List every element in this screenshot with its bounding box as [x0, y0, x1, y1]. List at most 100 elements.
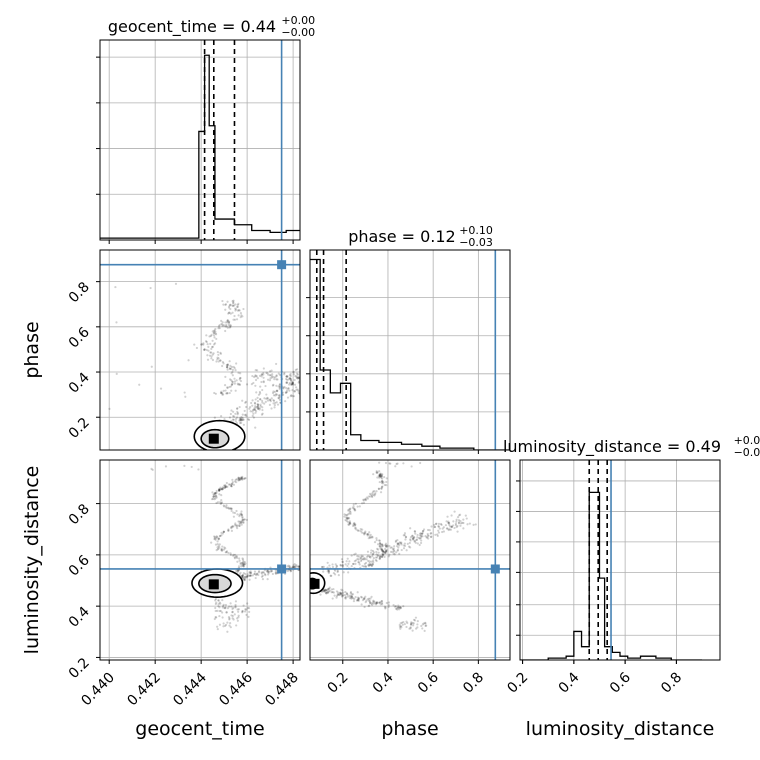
scatter-point: [442, 526, 445, 529]
scatter-point: [260, 380, 263, 384]
scatter-point: [255, 375, 258, 378]
scatter-point: [354, 526, 357, 529]
scatter-point: [364, 530, 367, 533]
x-tick-label: 0.440: [78, 670, 118, 710]
scatter-point: [397, 606, 400, 609]
scatter-point: [364, 565, 368, 568]
scatter-point: [222, 530, 226, 533]
scatter-point: [215, 489, 218, 493]
scatter-point: [332, 591, 335, 594]
scatter-point: [405, 625, 408, 629]
scatter-point: [348, 597, 352, 600]
scatter-point: [407, 545, 411, 548]
scatter-point: [362, 598, 366, 601]
scatter-point: [210, 351, 213, 354]
scatter-point: [368, 562, 371, 565]
scatter-point: [212, 343, 216, 346]
scatter-point: [371, 492, 374, 495]
scatter-point: [247, 418, 251, 421]
scatter-point: [375, 471, 378, 474]
scatter-point: [183, 464, 186, 467]
scatter-point: [363, 605, 366, 609]
scatter-point: [354, 523, 357, 526]
scatter-point: [260, 399, 264, 402]
scatter-point: [352, 505, 355, 508]
scatter-point: [238, 378, 241, 381]
scatter-point: [450, 525, 453, 528]
scatter-point: [379, 473, 382, 476]
scatter-point: [422, 530, 425, 533]
scatter-point: [279, 401, 282, 404]
y-tick-label: 0.6: [66, 552, 93, 579]
scatter-point: [344, 590, 347, 594]
scatter-point: [149, 286, 152, 290]
scatter-point: [363, 597, 366, 600]
scatter-point: [213, 391, 216, 395]
scatter-point: [215, 548, 218, 552]
scatter-point: [232, 299, 235, 302]
scatter-point: [374, 556, 378, 559]
scatter-point: [395, 551, 398, 554]
scatter-point: [241, 576, 244, 579]
scatter-point: [236, 527, 239, 530]
scatter-point: [446, 527, 449, 530]
scatter-point: [231, 382, 234, 385]
scatter-point: [383, 555, 386, 558]
scatter-point: [399, 606, 402, 609]
scatter-point: [351, 596, 354, 599]
hist-content: [310, 250, 510, 450]
scatter-point: [211, 339, 214, 342]
scatter-point: [320, 565, 324, 569]
scatter-point: [210, 541, 213, 544]
scatter-point: [210, 333, 213, 336]
scatter-point: [293, 378, 296, 382]
scatter-point: [272, 394, 276, 397]
scatter-point: [447, 521, 451, 524]
scatter-point: [236, 571, 239, 574]
scatter-point: [297, 376, 300, 379]
scatter-point: [353, 559, 356, 563]
scatter-point: [241, 558, 245, 561]
scatter-point: [378, 557, 381, 560]
scatter-point: [380, 475, 383, 478]
scatter-point: [252, 416, 256, 419]
scatter-point: [391, 550, 394, 554]
scatter-point: [244, 476, 247, 480]
scatter-point: [221, 488, 224, 491]
scatter-point: [296, 388, 299, 391]
scatter-point: [217, 353, 220, 356]
scatter-point: [363, 558, 367, 561]
scatter-point: [437, 529, 440, 532]
scatter-point: [354, 552, 357, 555]
scatter-point: [373, 494, 376, 497]
scatter-point: [238, 573, 241, 576]
scatter-point: [341, 563, 344, 567]
scatter-point: [255, 572, 259, 576]
scatter-point: [261, 406, 264, 409]
scatter-point: [214, 538, 217, 541]
scatter-point: [212, 497, 215, 500]
scatter-point: [411, 534, 414, 538]
scatter-point: [286, 378, 289, 382]
scatter-point: [291, 566, 294, 569]
scatter-point: [288, 389, 291, 392]
scatter-point: [319, 593, 322, 596]
scatter-point: [237, 314, 240, 317]
scatter-point: [381, 480, 384, 483]
scatter-point: [219, 602, 222, 605]
scatter-point: [400, 543, 403, 546]
scatter-point: [242, 561, 245, 564]
scatter-point: [223, 606, 226, 610]
scatter-point: [255, 391, 258, 394]
scatter-point: [372, 561, 375, 564]
scatter-point: [386, 544, 389, 547]
scatter-point: [233, 314, 236, 318]
scatter-point: [289, 570, 292, 573]
scatter-point: [224, 321, 227, 324]
scatter-point: [256, 405, 259, 409]
scatter-point: [325, 592, 328, 595]
scatter-point: [268, 370, 272, 373]
scatter-point: [378, 601, 381, 604]
scatter-point: [295, 386, 298, 389]
scatter-point: [350, 554, 353, 557]
